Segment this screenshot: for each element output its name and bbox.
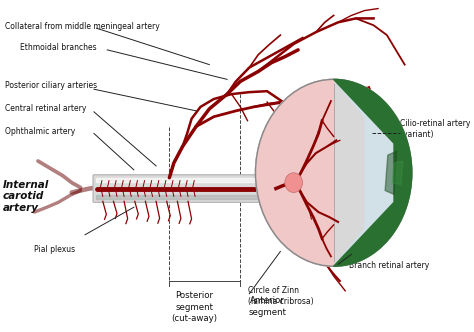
PathPatch shape	[72, 188, 97, 193]
Text: Posterior
segment
(cut-away): Posterior segment (cut-away)	[171, 291, 217, 323]
PathPatch shape	[27, 212, 47, 227]
FancyBboxPatch shape	[93, 175, 279, 202]
Text: Central retinal artery: Central retinal artery	[5, 104, 87, 113]
Text: Ophthalmic artery: Ophthalmic artery	[5, 126, 75, 135]
Text: Collateral from middle meningeal artery: Collateral from middle meningeal artery	[5, 22, 160, 31]
PathPatch shape	[38, 161, 81, 188]
PathPatch shape	[35, 191, 81, 212]
Polygon shape	[255, 79, 334, 266]
Text: Circle of Zinn
(lamina cribrosa): Circle of Zinn (lamina cribrosa)	[247, 286, 313, 306]
PathPatch shape	[27, 212, 47, 227]
Polygon shape	[334, 79, 412, 266]
Polygon shape	[334, 79, 412, 266]
Text: Branch retinal artery: Branch retinal artery	[349, 261, 429, 270]
PathPatch shape	[38, 161, 81, 188]
Text: Ethmoidal branches: Ethmoidal branches	[20, 43, 97, 52]
Text: Anterior
segment: Anterior segment	[248, 296, 286, 316]
Polygon shape	[392, 161, 403, 185]
Ellipse shape	[255, 79, 412, 266]
Text: Pial plexus: Pial plexus	[35, 245, 75, 254]
Text: Posterior ciliary arteries: Posterior ciliary arteries	[5, 81, 97, 90]
PathPatch shape	[35, 191, 81, 212]
Text: Cilio-retinal artery
(variant): Cilio-retinal artery (variant)	[400, 119, 471, 139]
Polygon shape	[385, 151, 397, 195]
PathPatch shape	[72, 188, 97, 193]
Text: Internal
carotid
artery: Internal carotid artery	[2, 180, 49, 213]
Circle shape	[285, 173, 302, 193]
